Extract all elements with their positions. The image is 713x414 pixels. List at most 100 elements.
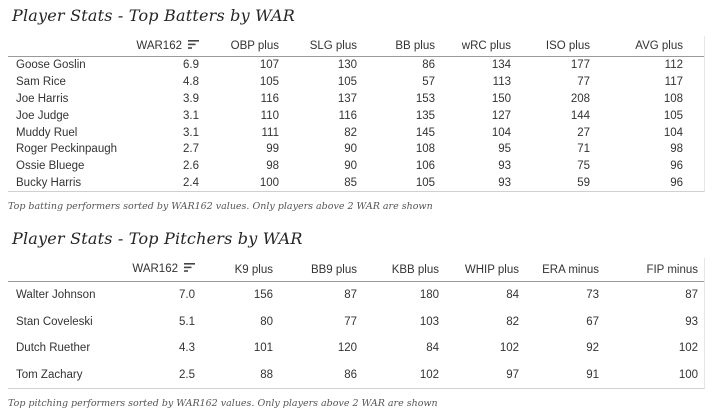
stat-cell: 57 — [422, 76, 435, 89]
sort-descending-icon[interactable] — [188, 39, 199, 52]
stat-cell: 90 — [344, 143, 357, 156]
stat-cell: 102 — [678, 342, 698, 355]
player-name-cell: Sam Rice — [16, 76, 66, 89]
table-row: Tom Zachary 2.5 88 86 102 97 91 100 — [8, 362, 704, 389]
sort-descending-icon[interactable] — [184, 263, 195, 275]
column-header-label: BB plus — [395, 40, 435, 52]
stat-cell: 5.1 — [179, 315, 195, 328]
column-header[interactable]: K9 plus — [202, 264, 280, 276]
column-header[interactable]: SLG plus — [286, 40, 364, 52]
player-name-cell: Ossie Bluege — [16, 160, 85, 173]
table-row: Walter Johnson 7.0 156 87 180 84 73 87 — [8, 282, 704, 309]
stat-cell: 91 — [586, 368, 599, 381]
column-header[interactable]: WAR162 — [122, 39, 206, 52]
stat-cell: 98 — [670, 143, 683, 156]
stat-cell: 73 — [586, 289, 599, 302]
stat-cell: 86 — [344, 368, 357, 381]
table-row: Goose Goslin 6.9 107 130 86 134 177 112 — [8, 57, 704, 74]
stat-cell: 116 — [338, 109, 357, 122]
table-row: Stan Coveleski 5.1 80 77 103 82 67 93 — [8, 309, 704, 336]
column-header-label: OBP plus — [230, 40, 279, 52]
stat-cell: 92 — [586, 342, 599, 355]
column-header-label: WHIP plus — [464, 263, 519, 276]
stat-cell: 71 — [577, 143, 590, 156]
stat-cell: 7.0 — [179, 289, 195, 302]
stat-cell: 116 — [260, 92, 279, 105]
stat-cell: 86 — [422, 59, 435, 72]
stat-cell: 95 — [498, 143, 511, 156]
column-header-label: ISO plus — [545, 40, 590, 52]
pitchers-caption: Top pitching performers sorted by WAR162… — [8, 398, 438, 409]
column-header-label: FIP minus — [646, 263, 698, 276]
column-header[interactable]: ISO plus — [518, 40, 597, 52]
stat-cell: 135 — [415, 109, 435, 122]
table-row: Roger Peckinpaugh 2.7 99 90 108 95 71 98 — [8, 141, 704, 158]
stat-cell: 102 — [499, 342, 519, 355]
stat-cell: 67 — [586, 315, 599, 328]
batters-caption: Top batting performers sorted by WAR162 … — [8, 201, 433, 212]
column-header[interactable]: AVG plus — [597, 40, 690, 52]
stat-cell: 108 — [663, 92, 683, 105]
stat-cell: 153 — [415, 92, 435, 105]
stat-cell: 117 — [664, 76, 683, 89]
column-header[interactable]: WHIP plus — [446, 264, 526, 276]
player-name-cell: Tom Zachary — [16, 368, 83, 381]
column-header-label: ERA minus — [542, 263, 599, 276]
column-header-label: WAR162 — [132, 263, 178, 276]
stat-cell: 87 — [344, 289, 357, 302]
column-header-label: AVG plus — [635, 40, 683, 52]
stat-cell: 104 — [663, 126, 683, 139]
table-header-row: WAR162 OBP plus SLG plus BB plus wRC plus ISO… — [8, 36, 704, 57]
column-header[interactable]: OBP plus — [206, 40, 286, 52]
table-row: Sam Rice 4.8 105 105 57 113 77 117 — [8, 74, 704, 91]
stat-cell: 107 — [259, 59, 279, 72]
player-name-cell: Bucky Harris — [16, 176, 82, 189]
table-header-row: WAR162 K9 plus BB9 plus KBB plus WHIP plus ER… — [8, 258, 704, 282]
stat-cell: 77 — [344, 315, 357, 328]
column-header[interactable]: ERA minus — [526, 264, 606, 276]
stat-cell: 105 — [415, 176, 435, 189]
stat-cell: 59 — [577, 176, 590, 189]
stat-cell: 96 — [670, 160, 683, 173]
player-name-cell: Goose Goslin — [16, 59, 86, 72]
stat-cell: 2.6 — [183, 160, 199, 173]
column-header-label: SLG plus — [309, 40, 357, 52]
stat-cell: 120 — [337, 342, 357, 355]
column-header[interactable]: KBB plus — [364, 264, 446, 276]
column-header-label: KBB plus — [391, 263, 439, 276]
stat-cell: 4.3 — [179, 342, 195, 355]
stat-cell: 113 — [492, 76, 511, 89]
column-header[interactable]: wRC plus — [442, 40, 518, 52]
stat-cell: 105 — [259, 76, 279, 89]
stat-cell: 2.4 — [183, 176, 199, 189]
stat-cell: 6.9 — [183, 59, 199, 72]
column-header[interactable]: BB9 plus — [280, 264, 364, 276]
stat-cell: 105 — [337, 76, 357, 89]
stat-cell: 105 — [663, 109, 683, 122]
column-header-label: wRC plus — [461, 40, 511, 52]
pitchers-table: WAR162 K9 plus BB9 plus KBB plus WHIP plus ER… — [8, 258, 705, 389]
stat-cell: 208 — [570, 92, 590, 105]
column-header[interactable]: WAR162 — [122, 263, 202, 276]
stat-cell: 3.1 — [183, 109, 199, 122]
stat-cell: 27 — [577, 126, 590, 139]
stat-cell: 127 — [491, 109, 511, 122]
pitchers-title: Player Stats - Top Pitchers by WAR — [12, 229, 303, 248]
stat-cell: 100 — [259, 176, 279, 189]
table-row: Bucky Harris 2.4 100 85 105 93 59 96 — [8, 175, 704, 192]
column-header[interactable]: FIP minus — [606, 264, 705, 276]
column-header[interactable]: BB plus — [364, 40, 442, 52]
table-row: Ossie Bluege 2.6 98 90 106 93 75 96 — [8, 158, 704, 175]
stat-cell: 3.1 — [183, 126, 199, 139]
stat-cell: 75 — [577, 160, 590, 173]
table-row: Joe Judge 3.1 110 116 135 127 144 105 — [8, 107, 704, 124]
batters-table: WAR162 OBP plus SLG plus BB plus wRC plus ISO… — [8, 36, 705, 193]
stat-cell: 102 — [419, 368, 439, 381]
stat-cell: 88 — [260, 368, 273, 381]
stat-cell: 77 — [577, 76, 590, 89]
stat-cell: 144 — [570, 109, 590, 122]
stat-cell: 90 — [344, 160, 357, 173]
stat-cell: 84 — [506, 289, 519, 302]
stat-cell: 93 — [498, 176, 511, 189]
column-header-label: BB9 plus — [310, 263, 357, 276]
